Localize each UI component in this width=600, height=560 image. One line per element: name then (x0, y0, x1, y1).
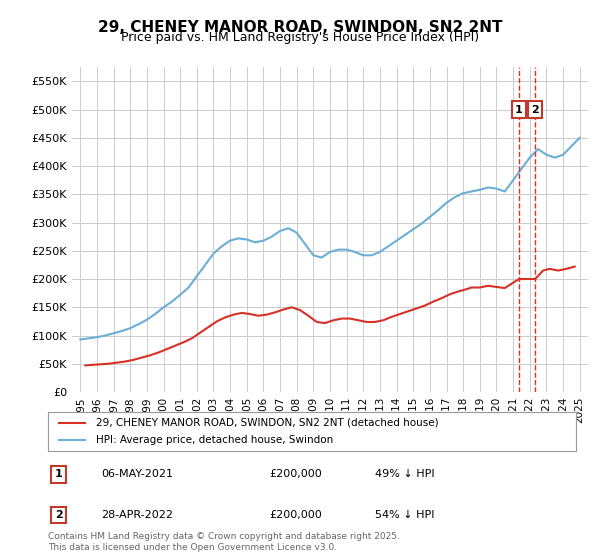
Text: Price paid vs. HM Land Registry's House Price Index (HPI): Price paid vs. HM Land Registry's House … (121, 31, 479, 44)
Text: 28-APR-2022: 28-APR-2022 (101, 510, 173, 520)
Text: 29, CHENEY MANOR ROAD, SWINDON, SN2 2NT (detached house): 29, CHENEY MANOR ROAD, SWINDON, SN2 2NT … (95, 418, 438, 428)
Text: 1: 1 (55, 469, 62, 479)
Text: £200,000: £200,000 (270, 510, 323, 520)
Text: 2: 2 (532, 105, 539, 115)
Text: 1: 1 (515, 105, 523, 115)
Text: 06-MAY-2021: 06-MAY-2021 (101, 469, 173, 479)
Text: Contains HM Land Registry data © Crown copyright and database right 2025.
This d: Contains HM Land Registry data © Crown c… (48, 532, 400, 552)
Text: 54% ↓ HPI: 54% ↓ HPI (376, 510, 435, 520)
Text: HPI: Average price, detached house, Swindon: HPI: Average price, detached house, Swin… (95, 435, 333, 445)
Text: £200,000: £200,000 (270, 469, 323, 479)
Text: 29, CHENEY MANOR ROAD, SWINDON, SN2 2NT: 29, CHENEY MANOR ROAD, SWINDON, SN2 2NT (98, 20, 502, 35)
Text: 49% ↓ HPI: 49% ↓ HPI (376, 469, 435, 479)
Text: 2: 2 (55, 510, 62, 520)
